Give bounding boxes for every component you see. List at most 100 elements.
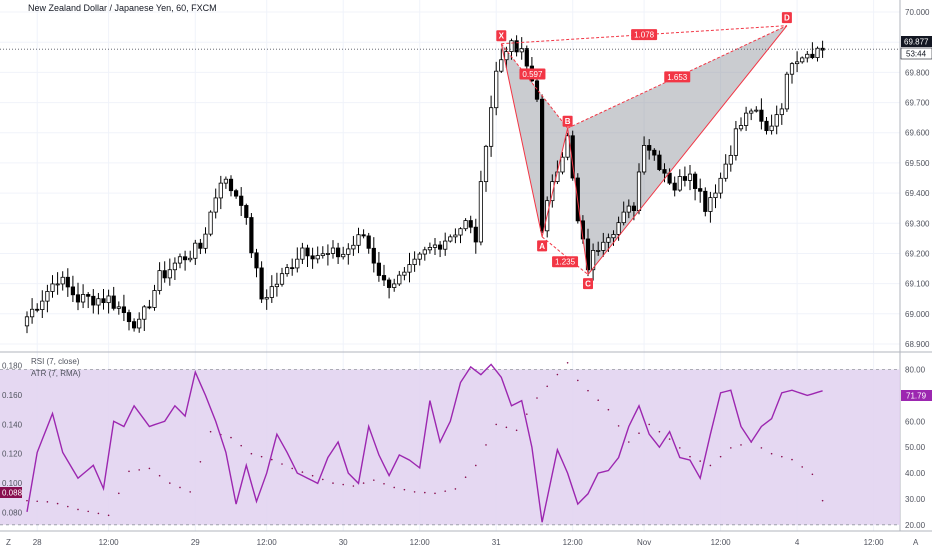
candle <box>182 250 188 271</box>
time-tick-label: 12:00 <box>864 538 885 547</box>
corner-right-label[interactable]: A <box>913 538 919 547</box>
chart-title[interactable]: New Zealand Dollar / Japanese Yen, 60, F… <box>28 3 217 13</box>
candle <box>24 311 30 334</box>
candle-body <box>147 306 152 309</box>
candle <box>121 294 126 322</box>
price-axis[interactable]: 70.00069.90069.80069.70069.60069.50069.4… <box>905 8 930 349</box>
price-tick-label: 69.300 <box>905 219 930 228</box>
pattern-leg <box>567 128 589 275</box>
candle-body <box>213 197 218 213</box>
candle-body <box>453 234 458 238</box>
candle-body <box>60 276 65 285</box>
candle <box>642 136 647 175</box>
candle-body <box>351 244 356 250</box>
candle <box>815 46 820 62</box>
time-axis[interactable]: 28 12:00 29 12:00 30 12:00 31 12:00 Nov 12:00 4 12:… <box>33 538 884 547</box>
pattern-point-text: C <box>585 280 591 289</box>
atr-tick-label: 0.120 <box>2 450 23 459</box>
candle <box>550 174 555 208</box>
candle-body <box>386 279 392 288</box>
candle <box>366 232 371 254</box>
candle <box>274 272 280 297</box>
candle-body <box>208 211 213 235</box>
candle <box>789 62 795 84</box>
candle <box>514 35 519 57</box>
candle-body <box>754 109 759 112</box>
candle-body <box>560 156 565 173</box>
candle <box>458 227 463 244</box>
indicator-pane[interactable] <box>0 362 900 526</box>
candle <box>682 166 688 187</box>
atr-point <box>730 447 732 449</box>
atr-point <box>515 429 518 432</box>
candle-body <box>407 264 412 273</box>
candle-body <box>703 190 708 212</box>
candle-body <box>177 256 183 264</box>
candle-body <box>55 283 60 286</box>
candle-body <box>473 226 478 243</box>
atr-axis[interactable]: 0.180 0.160 0.140 0.120 0.100 0.080 <box>2 362 23 518</box>
candle-body <box>815 47 820 59</box>
candle <box>131 318 137 332</box>
atr-value-label: 0.088 <box>0 487 23 498</box>
candle-body <box>269 286 274 298</box>
atr-point <box>240 444 242 447</box>
candle <box>269 275 274 303</box>
rsi-tick-label: 60.00 <box>905 417 926 426</box>
candle-body <box>167 269 172 279</box>
candle <box>570 130 575 181</box>
candle-body <box>233 190 239 197</box>
candle <box>233 188 239 199</box>
time-tick-label: 4 <box>795 538 800 547</box>
candle-body <box>738 125 744 130</box>
pattern-leg <box>500 43 568 129</box>
candle-body <box>677 176 682 191</box>
candle-body <box>626 205 631 213</box>
last-price-text: 69.877 <box>904 38 929 47</box>
candle-body <box>45 291 50 302</box>
candle <box>764 117 769 135</box>
candle <box>432 238 438 255</box>
candle <box>795 51 800 73</box>
price-tick-label: 69.000 <box>905 310 930 319</box>
time-tick-label: 30 <box>339 538 348 547</box>
rsi-value-text: 71.79 <box>906 392 927 401</box>
candle <box>657 150 662 172</box>
candle-body <box>713 192 718 199</box>
candle-body <box>356 234 361 246</box>
candle <box>677 169 682 192</box>
candle-body <box>723 163 728 179</box>
candle <box>45 284 50 313</box>
candle-body <box>300 247 305 260</box>
corner-left-label[interactable]: Z <box>6 538 11 547</box>
candle-body <box>315 255 320 260</box>
candle <box>565 132 570 161</box>
price-tick-label: 69.100 <box>905 280 930 289</box>
candle <box>759 98 764 130</box>
candle <box>519 37 524 60</box>
candle-body <box>591 250 596 271</box>
time-tick-label: 12:00 <box>257 538 278 547</box>
candle-body <box>759 109 764 122</box>
candle-body <box>488 107 494 147</box>
candle <box>626 199 631 219</box>
time-tick-label: Nov <box>637 538 651 547</box>
last-price-label: 69.877 <box>901 36 932 47</box>
candle <box>341 246 346 260</box>
candle <box>330 240 336 259</box>
candle-body <box>101 298 106 304</box>
atr-legend[interactable]: ATR (7, RMA) <box>31 369 81 378</box>
rsi-legend[interactable]: RSI (7, close) <box>31 357 80 366</box>
candle <box>55 272 60 295</box>
candle <box>687 165 693 191</box>
candle-body <box>65 276 70 288</box>
price-pane[interactable]: X A B C D 1.078 0.597 1.653 1.235 <box>0 12 900 334</box>
atr-tick-label: 0.140 <box>2 420 23 429</box>
rsi-band <box>0 369 900 525</box>
candle <box>198 238 203 255</box>
candle <box>254 248 259 278</box>
pattern-point-text: B <box>565 117 571 126</box>
atr-point <box>434 492 436 495</box>
candle-body <box>789 63 795 75</box>
